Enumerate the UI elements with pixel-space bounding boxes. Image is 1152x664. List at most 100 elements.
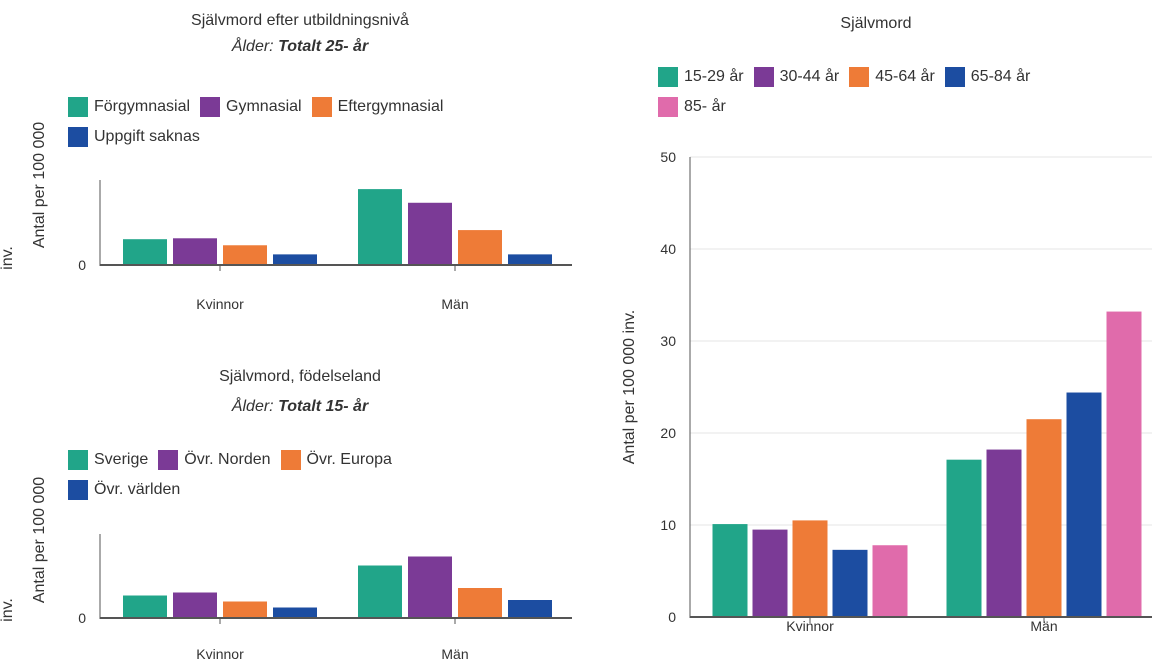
legend-label: 30-44 år bbox=[779, 68, 840, 85]
legend-row: 15-29 år 30-44 år 45-64 år 65-84 år bbox=[658, 62, 1040, 92]
y-tick-label: 0 bbox=[78, 610, 86, 626]
chart-title: Självmord efter utbildningsnivå bbox=[191, 12, 409, 29]
legend-item-uppgift-saknas: Uppgift saknas bbox=[68, 127, 200, 147]
y-tick-label: 0 bbox=[668, 609, 676, 625]
y-tick-label: 10 bbox=[660, 517, 676, 533]
chart-title: Självmord, födelseland bbox=[219, 368, 381, 385]
subtitle-value: Totalt 15- år bbox=[278, 398, 369, 415]
legend-row: 85- år bbox=[658, 92, 1040, 122]
bar-eftergymnasial-kvinnor bbox=[223, 245, 267, 265]
legend-swatch bbox=[68, 450, 88, 470]
chart-title: Självmord bbox=[840, 15, 912, 32]
bar-gymnasial-m-n bbox=[408, 202, 452, 265]
legend-label: Övr. världen bbox=[94, 481, 181, 498]
legend-label: Övr. Norden bbox=[184, 451, 271, 468]
y-axis-label: Antal per 100 000 bbox=[31, 477, 48, 603]
legend-item-15-29-r: 15-29 år bbox=[658, 67, 744, 87]
legend-label: 15-29 år bbox=[684, 68, 744, 85]
legend-item-f-rgymnasial: Förgymnasial bbox=[68, 97, 190, 117]
subtitle-value: Totalt 25- år bbox=[278, 38, 369, 55]
x-category-label: Kvinnor bbox=[196, 646, 244, 662]
legend-label: Förgymnasial bbox=[94, 98, 191, 115]
bar-30-44-r-m-n bbox=[986, 449, 1022, 617]
bar-vr-norden-m-n bbox=[408, 556, 452, 618]
bar-15-29-r-m-n bbox=[946, 459, 982, 617]
y-tick-label: 0 bbox=[78, 257, 86, 273]
legend-swatch bbox=[200, 97, 221, 117]
bar-65-84-r-kvinnor bbox=[832, 549, 868, 617]
x-category-label: Män bbox=[441, 296, 468, 312]
x-category-label: Kvinnor bbox=[786, 618, 834, 634]
legend-swatch bbox=[658, 67, 678, 87]
bar-uppgift-saknas-kvinnor bbox=[273, 254, 317, 265]
legend-label: 65-84 år bbox=[970, 68, 1031, 85]
legend-swatch bbox=[280, 450, 301, 470]
bar-sverige-m-n bbox=[358, 565, 402, 618]
bar-45-64-r-m-n bbox=[1026, 419, 1062, 617]
legend-item-85-r: 85- år bbox=[658, 97, 726, 117]
y-axis-label-overflow: inv. bbox=[0, 598, 16, 622]
legend-swatch bbox=[68, 480, 88, 500]
legend-row: Sverige Övr. Norden Övr. Europa bbox=[68, 445, 402, 475]
y-axis-label: Antal per 100 000 bbox=[31, 122, 48, 248]
legend-label: Eftergymnasial bbox=[337, 98, 444, 115]
legend-row: Övr. världen bbox=[68, 475, 402, 505]
chart-svg: 0 Kvinnor Män Antal per 100 000 inv. bbox=[0, 477, 572, 662]
bar-f-rgymnasial-kvinnor bbox=[123, 239, 167, 265]
legend-swatch bbox=[68, 127, 88, 147]
legend-swatch bbox=[311, 97, 332, 117]
x-category-label: Män bbox=[1030, 618, 1057, 634]
legend-label: Övr. Europa bbox=[306, 451, 392, 468]
legend-item-eftergymnasial: Eftergymnasial bbox=[311, 97, 444, 117]
chart-subtitle: Ålder: Totalt 25- år bbox=[0, 38, 600, 56]
legend-item-vr-v-rlden: Övr. världen bbox=[68, 480, 180, 500]
chart-subtitle: Ålder: Totalt 15- år bbox=[0, 398, 600, 416]
subtitle-prefix: Ålder: bbox=[231, 38, 274, 55]
legend-item-65-84-r: 65-84 år bbox=[944, 67, 1031, 87]
x-category-label: Män bbox=[441, 646, 468, 662]
legend-swatch bbox=[158, 450, 179, 470]
bar-vr-europa-m-n bbox=[458, 588, 502, 618]
bar-85-r-kvinnor bbox=[872, 545, 908, 617]
legend-item-sverige: Sverige bbox=[68, 450, 148, 470]
y-tick-label: 40 bbox=[660, 241, 676, 257]
legend-row: Förgymnasial Gymnasial Eftergymnasial bbox=[68, 92, 453, 122]
bar-15-29-r-kvinnor bbox=[712, 524, 748, 617]
y-tick-label: 30 bbox=[660, 333, 676, 349]
chart-legend: Förgymnasial Gymnasial Eftergymnasial Uppgi… bbox=[68, 92, 453, 152]
x-category-label: Kvinnor bbox=[196, 296, 244, 312]
legend-item-gymnasial: Gymnasial bbox=[200, 97, 302, 117]
y-axis-label-overflow: inv. bbox=[0, 246, 16, 270]
bar-85-r-m-n bbox=[1106, 311, 1142, 617]
bar-45-64-r-kvinnor bbox=[792, 520, 828, 617]
legend-label: Uppgift saknas bbox=[94, 128, 200, 145]
chart-panel-utbildning: Självmord efter utbildningsnivå Ålder: T… bbox=[0, 0, 600, 330]
y-axis-label: Antal per 100 000 inv. bbox=[621, 310, 638, 464]
chart-panel-alder: Självmord 15-29 år 30-44 år 45-64 år 65-84 … bbox=[600, 0, 1152, 664]
bar-gymnasial-kvinnor bbox=[173, 238, 217, 265]
y-tick-label: 20 bbox=[660, 425, 676, 441]
bar-vr-v-rlden-kvinnor bbox=[273, 607, 317, 618]
legend-item-30-44-r: 30-44 år bbox=[753, 67, 840, 87]
legend-label: Gymnasial bbox=[226, 98, 302, 115]
legend-swatch bbox=[753, 67, 774, 87]
chart-svg: 0 10 20 30 40 50 Kvinnor Män Antal per 100 000 i… bbox=[621, 149, 1152, 634]
legend-item-vr-norden: Övr. Norden bbox=[158, 450, 271, 470]
bar-vr-europa-kvinnor bbox=[223, 601, 267, 618]
legend-swatch bbox=[849, 67, 870, 87]
legend-swatch bbox=[658, 97, 678, 117]
chart-legend: 15-29 år 30-44 år 45-64 år 65-84 år 85- år bbox=[658, 62, 1040, 122]
legend-row: Uppgift saknas bbox=[68, 122, 453, 152]
bar-65-84-r-m-n bbox=[1066, 392, 1102, 617]
bar-sverige-kvinnor bbox=[123, 595, 167, 618]
bar-uppgift-saknas-m-n bbox=[508, 254, 552, 265]
legend-label: Sverige bbox=[94, 451, 149, 468]
legend-label: 45-64 år bbox=[875, 68, 935, 85]
legend-item-vr-europa: Övr. Europa bbox=[280, 450, 392, 470]
bar-30-44-r-kvinnor bbox=[752, 529, 788, 617]
bar-f-rgymnasial-m-n bbox=[358, 189, 402, 265]
chart-svg: 0 Kvinnor Män Antal per 100 000 inv. bbox=[0, 122, 572, 312]
bar-vr-v-rlden-m-n bbox=[508, 600, 552, 618]
legend-label: 85- år bbox=[684, 98, 726, 115]
bar-eftergymnasial-m-n bbox=[458, 230, 502, 265]
